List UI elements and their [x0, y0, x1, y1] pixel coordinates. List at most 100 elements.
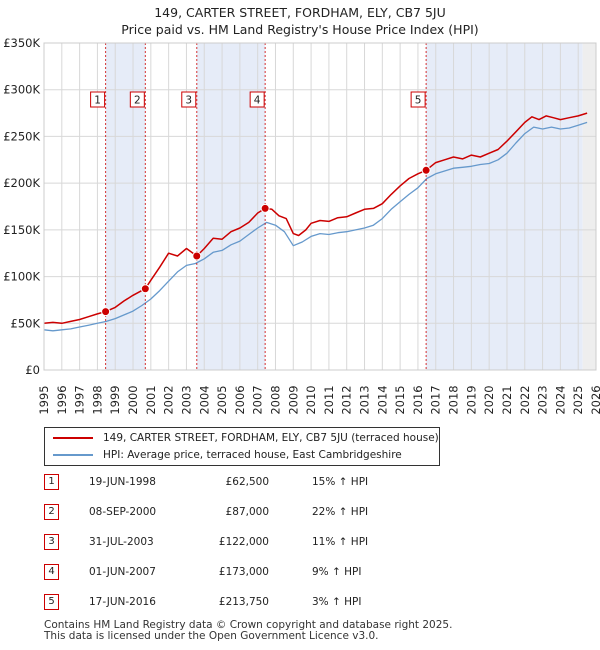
sale-label-box: [90, 91, 106, 108]
sale-point: [140, 284, 150, 294]
legend-item-hpi: HPI: Average price, terraced house, East…: [53, 447, 402, 463]
x-tick-label: 2015: [393, 385, 407, 414]
y-tick-label: £250K: [3, 129, 40, 143]
sale-row: 1 19-JUN-1998 £62,500 15% ↑ HPI: [44, 474, 404, 504]
x-tick-label: 2002: [162, 385, 176, 414]
x-tick-label: 2019: [464, 385, 478, 414]
x-tick-label: 1998: [90, 385, 104, 414]
footer-licence: This data is licensed under the Open Gov…: [44, 630, 379, 642]
x-tick-label: 1996: [55, 385, 69, 414]
sale-label-number: 5: [415, 95, 422, 107]
legend: 149, CARTER STREET, FORDHAM, ELY, CB7 5J…: [44, 427, 440, 466]
x-tick-label: 2026: [589, 385, 600, 414]
chart-title: 149, CARTER STREET, FORDHAM, ELY, CB7 5J…: [154, 5, 446, 20]
x-tick-label: 2008: [268, 385, 282, 414]
sale-label-box: [129, 91, 145, 108]
x-tick-label: 2011: [322, 385, 336, 414]
y-tick-label: £200K: [3, 176, 40, 190]
sale-point: [101, 307, 111, 317]
sale-number-badge: 2: [44, 504, 59, 520]
sale-label-number: 2: [134, 95, 141, 107]
sale-label-number: 4: [254, 95, 261, 107]
x-tick-label: 2004: [197, 385, 211, 414]
chart: 1 2 3 4 5 £0 £50K £100K £150K £200K £250K £300K £35…: [3, 36, 600, 415]
shaded-period: [426, 43, 583, 370]
sale-price: £213,750: [218, 596, 269, 608]
sales-table: 1 19-JUN-1998 £62,500 15% ↑ HPI 2 08-SEP…: [44, 474, 404, 624]
series-line-hpi: [43, 121, 588, 332]
sale-date: 17-JUN-2016: [89, 596, 156, 608]
x-tick-label: 1997: [73, 385, 87, 414]
sale-label-box: [181, 91, 197, 108]
legend-swatch-property: [53, 437, 93, 439]
footer: Contains HM Land Registry data © Crown c…: [44, 620, 452, 642]
sale-point: [260, 203, 270, 213]
sale-label-box: [249, 91, 265, 108]
sale-hpi-change: 11% ↑ HPI: [312, 536, 369, 548]
sale-point: [192, 251, 202, 261]
sale-number-badge: 4: [44, 564, 59, 580]
legend-label-hpi: HPI: Average price, terraced house, East…: [103, 449, 402, 461]
legend-swatch-hpi: [53, 454, 93, 456]
x-tick-label: 2013: [358, 385, 372, 414]
y-tick-label: £150K: [3, 223, 40, 237]
x-tick-label: 2005: [215, 385, 229, 414]
sale-hpi-change: 9% ↑ HPI: [312, 566, 362, 578]
sale-date: 31-JUL-2003: [89, 536, 154, 548]
chart-subtitle: Price paid vs. HM Land Registry's House …: [121, 22, 479, 37]
x-tick-label: 2014: [375, 385, 389, 414]
sale-price: £87,000: [225, 506, 269, 518]
series-line-property: [43, 112, 588, 325]
future-hatch-area: [582, 43, 596, 370]
x-tick-label: 2018: [447, 385, 461, 414]
y-tick-label: £350K: [3, 36, 40, 50]
sale-number-badge: 3: [44, 534, 59, 550]
x-tick-label: 2006: [233, 385, 247, 414]
sale-hpi-change: 3% ↑ HPI: [312, 596, 362, 608]
footer-copyright: Contains HM Land Registry data © Crown c…: [44, 619, 453, 631]
legend-item-property: 149, CARTER STREET, FORDHAM, ELY, CB7 5J…: [53, 430, 439, 446]
x-tick-label: 2021: [500, 385, 514, 414]
legend-label-property: 149, CARTER STREET, FORDHAM, ELY, CB7 5J…: [103, 432, 439, 444]
x-tick-label: 2009: [286, 385, 300, 414]
sale-row: 5 17-JUN-2016 £213,750 3% ↑ HPI: [44, 594, 404, 624]
sale-date: 19-JUN-1998: [89, 476, 156, 488]
sale-price: £173,000: [218, 566, 269, 578]
sale-row: 4 01-JUN-2007 £173,000 9% ↑ HPI: [44, 564, 404, 594]
sale-price: £62,500: [225, 476, 269, 488]
x-tick-label: 2020: [482, 385, 496, 414]
x-tick-label: 2007: [251, 385, 265, 414]
y-tick-label: £50K: [11, 316, 41, 330]
sale-label-box: [410, 91, 426, 108]
sale-point: [421, 165, 431, 175]
x-tick-label: 2017: [429, 385, 443, 414]
x-tick-label: 2024: [553, 385, 567, 414]
y-tick-label: £0: [25, 363, 40, 377]
sale-date: 01-JUN-2007: [89, 566, 156, 578]
sale-label-number: 1: [94, 95, 101, 107]
sale-number-badge: 1: [44, 474, 59, 490]
x-tick-label: 2023: [536, 385, 550, 414]
x-tick-label: 2000: [126, 385, 140, 414]
sale-label-number: 3: [185, 95, 192, 107]
sale-number-badge: 5: [44, 594, 59, 610]
sale-price: £122,000: [218, 536, 269, 548]
sale-row: 3 31-JUL-2003 £122,000 11% ↑ HPI: [44, 534, 404, 564]
x-tick-label: 2022: [518, 385, 532, 414]
chart-title-block: 149, CARTER STREET, FORDHAM, ELY, CB7 5J…: [0, 4, 600, 38]
x-tick-label: 1995: [37, 385, 51, 414]
x-tick-label: 2001: [144, 385, 158, 414]
plot-frame: [43, 42, 597, 371]
sale-date: 08-SEP-2000: [89, 506, 157, 518]
y-tick-label: £100K: [3, 270, 40, 284]
y-tick-label: £300K: [3, 83, 40, 97]
x-tick-label: 1999: [108, 385, 122, 414]
sale-row: 2 08-SEP-2000 £87,000 22% ↑ HPI: [44, 504, 404, 534]
sale-hpi-change: 15% ↑ HPI: [312, 476, 369, 488]
x-tick-label: 2010: [304, 385, 318, 414]
x-tick-label: 2012: [340, 385, 354, 414]
x-tick-label: 2003: [179, 385, 193, 414]
sale-hpi-change: 22% ↑ HPI: [312, 506, 369, 518]
x-tick-label: 2025: [571, 385, 585, 414]
x-tick-label: 2016: [411, 385, 425, 414]
